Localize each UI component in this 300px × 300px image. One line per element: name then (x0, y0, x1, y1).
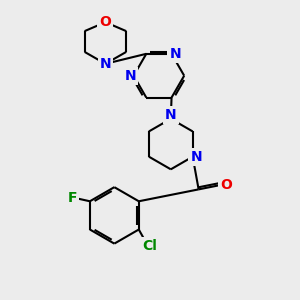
Text: O: O (220, 178, 232, 192)
Text: Cl: Cl (142, 239, 157, 254)
Text: N: N (169, 47, 181, 61)
Text: N: N (165, 108, 177, 122)
Text: F: F (67, 191, 77, 205)
Text: N: N (100, 57, 111, 71)
Text: N: N (124, 69, 136, 83)
Text: N: N (190, 150, 202, 164)
Text: O: O (100, 15, 111, 29)
